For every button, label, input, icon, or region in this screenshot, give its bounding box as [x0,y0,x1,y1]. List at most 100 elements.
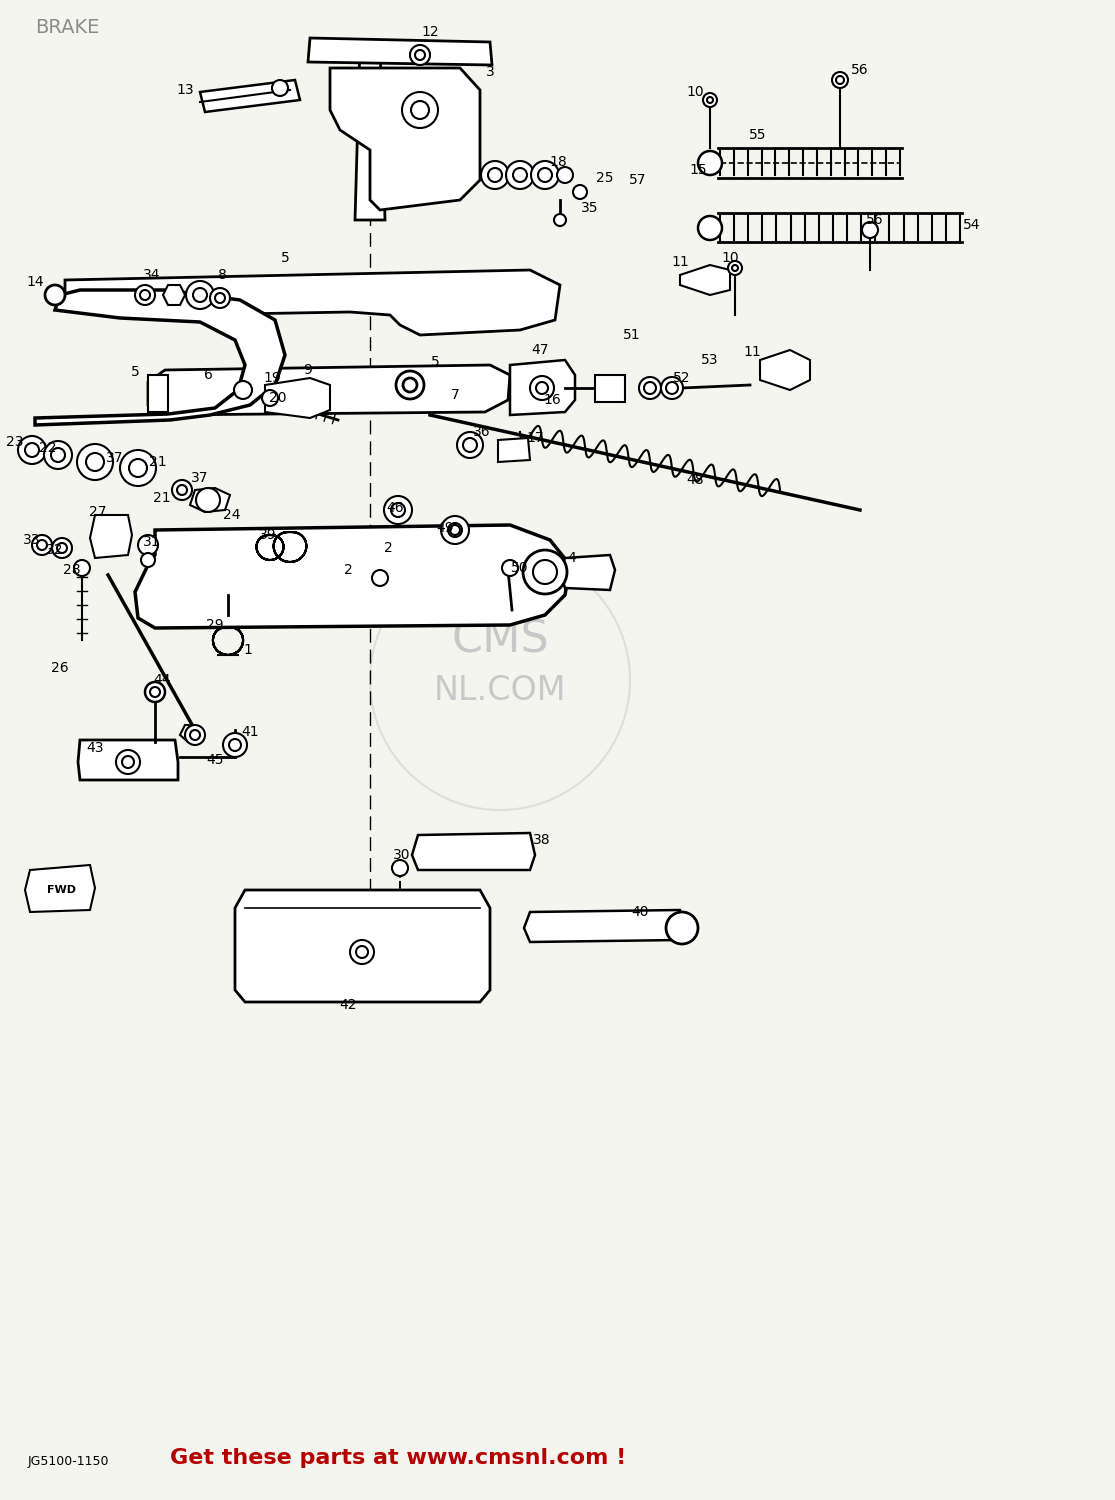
Text: 12: 12 [421,26,439,39]
Circle shape [185,724,205,746]
Polygon shape [163,285,185,304]
Circle shape [661,376,683,399]
Circle shape [37,540,47,550]
Circle shape [463,438,477,452]
Circle shape [481,160,510,189]
Circle shape [666,912,698,944]
Circle shape [448,524,462,537]
Text: CMS: CMS [452,618,549,662]
Circle shape [151,687,159,698]
Polygon shape [148,375,168,413]
Text: 13: 13 [176,82,194,98]
Text: 2: 2 [384,542,392,555]
Text: 37: 37 [106,452,124,465]
Circle shape [415,50,425,60]
Circle shape [116,750,140,774]
Polygon shape [498,438,530,462]
Text: 20: 20 [269,392,287,405]
Circle shape [223,734,248,758]
Circle shape [51,448,65,462]
Circle shape [172,480,192,500]
Circle shape [733,266,738,272]
Text: 15: 15 [689,164,707,177]
Polygon shape [190,488,230,512]
Circle shape [573,184,586,200]
Circle shape [135,285,155,304]
Text: 33: 33 [23,532,41,548]
Circle shape [120,450,156,486]
Text: 22: 22 [39,441,57,454]
Circle shape [122,756,134,768]
Circle shape [450,525,460,536]
Polygon shape [65,270,560,334]
Circle shape [502,560,518,576]
Text: 41: 41 [241,724,259,740]
Text: 4: 4 [568,550,576,566]
Text: 8: 8 [217,268,226,282]
Text: BRAKE: BRAKE [35,18,99,38]
Polygon shape [308,38,492,64]
Text: 23: 23 [7,435,23,448]
Text: 1: 1 [243,644,252,657]
Circle shape [229,740,241,752]
Text: 31: 31 [143,536,161,549]
Circle shape [215,292,225,303]
Circle shape [539,168,552,182]
Circle shape [666,382,678,394]
Text: 5: 5 [130,364,139,380]
Circle shape [356,946,368,958]
Circle shape [558,166,573,183]
Text: 6: 6 [204,368,213,382]
Polygon shape [148,364,510,416]
Text: 10: 10 [721,251,739,266]
Text: 9: 9 [303,363,312,376]
Text: 5: 5 [281,251,290,266]
Text: 21: 21 [149,454,167,470]
Polygon shape [25,865,95,912]
Circle shape [140,554,155,567]
Polygon shape [265,378,330,419]
Circle shape [639,376,661,399]
Circle shape [196,488,220,512]
Circle shape [186,280,214,309]
Circle shape [698,216,723,240]
Text: JG5100-1150: JG5100-1150 [28,1455,109,1468]
Text: 24: 24 [223,509,241,522]
Circle shape [190,730,200,740]
Text: 48: 48 [686,472,704,488]
Circle shape [391,503,405,518]
Circle shape [513,168,527,182]
Text: 38: 38 [533,833,551,848]
Text: 40: 40 [631,904,649,920]
Text: 51: 51 [623,328,641,342]
Text: 27: 27 [89,506,107,519]
Circle shape [832,72,849,88]
Circle shape [554,214,566,226]
Circle shape [140,290,151,300]
Circle shape [410,45,430,64]
Text: 26: 26 [51,662,69,675]
Text: 44: 44 [153,674,171,687]
Circle shape [862,222,878,238]
Polygon shape [680,266,730,296]
Circle shape [506,160,534,189]
Circle shape [86,453,104,471]
Polygon shape [235,890,489,1002]
Circle shape [45,285,65,304]
Polygon shape [524,910,686,942]
Text: 52: 52 [673,370,691,386]
Text: 37: 37 [192,471,209,484]
Polygon shape [90,514,132,558]
Text: 49: 49 [436,520,454,536]
Text: 39: 39 [259,528,277,542]
Circle shape [18,436,46,463]
Text: 16: 16 [543,393,561,406]
Text: 14: 14 [26,274,43,290]
Polygon shape [330,68,479,210]
Text: 45: 45 [206,753,224,766]
Text: 46: 46 [386,501,404,515]
Polygon shape [35,290,285,424]
Circle shape [707,98,712,104]
Text: 30: 30 [394,847,410,862]
Text: 2: 2 [343,562,352,578]
